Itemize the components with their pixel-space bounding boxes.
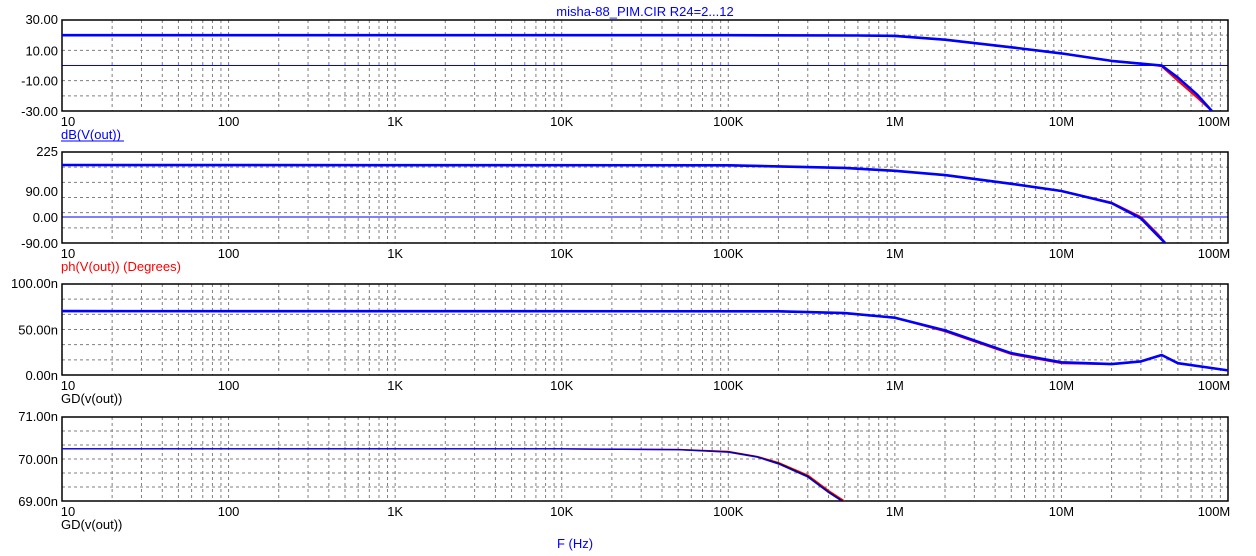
y-tick-label: -30.00	[21, 104, 58, 119]
x-tick-label: 10K	[550, 246, 573, 261]
x-tick-label: 1M	[886, 378, 904, 393]
x-tick-label: 10K	[550, 378, 573, 393]
y-tick-label: 71.00n	[18, 409, 58, 424]
x-tick-label: 10K	[550, 504, 573, 519]
trace-black	[62, 448, 844, 501]
y-tick-label: 0.00n	[25, 368, 58, 383]
trace-blue	[62, 163, 1167, 243]
x-tick-label: 100M	[1198, 246, 1231, 261]
y-axis-label: GD(v(out))	[61, 391, 122, 406]
x-tick-label: 10	[61, 378, 75, 393]
y-tick-label: -90.00	[21, 236, 58, 251]
x-tick-label: 10M	[1049, 378, 1074, 393]
x-tick-label: 100M	[1198, 504, 1231, 519]
x-tick-label: 1M	[886, 504, 904, 519]
x-tick-label: 100M	[1198, 378, 1231, 393]
x-tick-label: 100K	[713, 114, 744, 129]
x-axis-title: F (Hz)	[557, 536, 593, 551]
x-tick-label: 100K	[713, 378, 744, 393]
plot-frame	[61, 416, 1229, 502]
trace-red	[62, 164, 1166, 243]
y-tick-label: -10.00	[21, 74, 58, 89]
x-tick-label: 100	[218, 114, 240, 129]
x-tick-label: 1K	[387, 378, 403, 393]
x-tick-label: 10	[61, 504, 75, 519]
x-tick-label: 100	[218, 246, 240, 261]
x-tick-label: 10M	[1049, 114, 1074, 129]
y-tick-label: 100.00n	[11, 276, 58, 291]
trace-red	[62, 448, 846, 501]
x-tick-label: 10M	[1049, 504, 1074, 519]
chart-title: misha-88_PIM.CIR R24=2...12	[556, 4, 733, 19]
y-tick-label: 10.00	[25, 43, 58, 58]
x-tick-label: 10	[61, 246, 75, 261]
y-tick-label: 70.00n	[18, 452, 58, 467]
y-axis-label: dB(V(out))	[61, 127, 121, 142]
y-tick-label: 90.00	[25, 184, 58, 199]
plot-frame	[61, 151, 1229, 244]
x-tick-label: 100K	[713, 246, 744, 261]
trace-blue	[62, 448, 843, 501]
y-axis-label: GD(v(out))	[61, 517, 122, 532]
x-tick-label: 100	[218, 378, 240, 393]
y-axis-label: ph(V(out)) (Degrees)	[61, 259, 181, 274]
x-tick-label: 10	[61, 114, 75, 129]
x-tick-label: 1K	[387, 246, 403, 261]
x-tick-label: 1M	[886, 114, 904, 129]
x-tick-label: 10M	[1049, 246, 1074, 261]
x-tick-label: 100	[218, 504, 240, 519]
x-tick-label: 1K	[387, 114, 403, 129]
y-tick-label: 50.00n	[18, 323, 58, 338]
x-tick-label: 1M	[886, 246, 904, 261]
y-tick-label: 225	[36, 144, 58, 159]
x-tick-label: 100K	[713, 504, 744, 519]
plot-frame	[61, 283, 1229, 376]
y-tick-label: 0.00	[33, 210, 58, 225]
y-tick-label: 30.00	[25, 12, 58, 27]
plot-frame	[61, 19, 1229, 112]
trace-blue	[62, 309, 1228, 372]
trace-blue	[62, 33, 1213, 111]
trace-red	[62, 34, 1213, 111]
x-tick-label: 1K	[387, 504, 403, 519]
y-tick-label: 69.00n	[18, 494, 58, 509]
x-tick-label: 10K	[550, 114, 573, 129]
x-tick-label: 100M	[1198, 114, 1231, 129]
